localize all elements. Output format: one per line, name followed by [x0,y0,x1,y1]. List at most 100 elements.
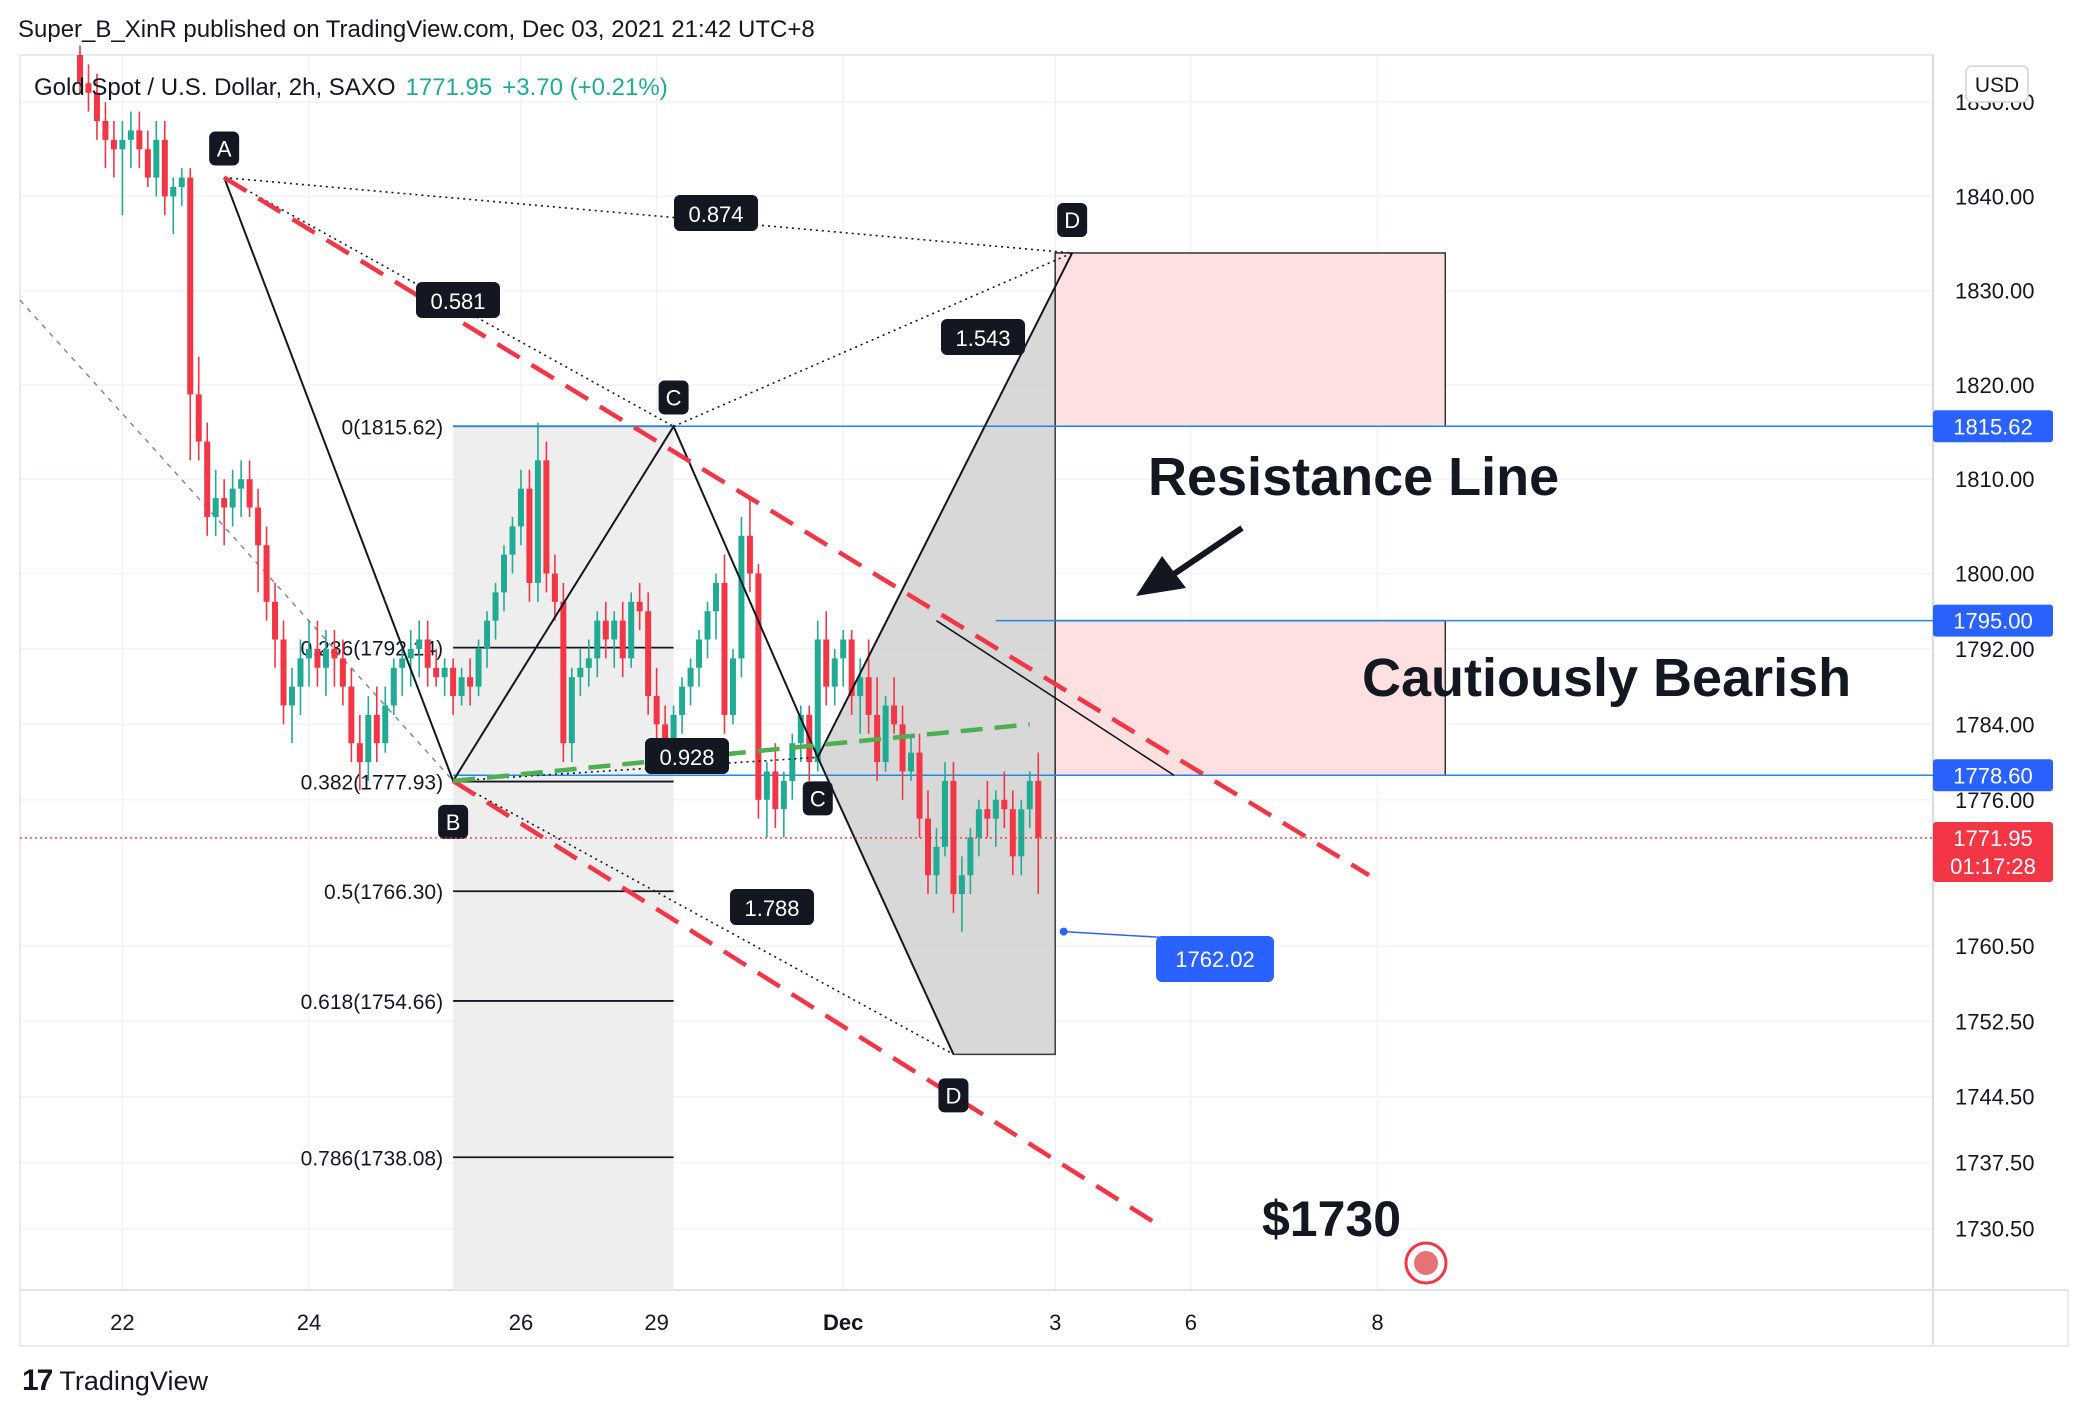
price-axis-label: 1810.00 [1955,467,2035,492]
ratio-label-text: 0.928 [659,745,714,770]
time-axis-frame [19,1289,2069,1347]
candle-body [484,620,491,649]
candle-body [246,479,253,508]
candle-body [925,818,931,876]
candle-body [755,573,762,800]
candle-body [645,611,652,697]
candle-body [916,752,923,819]
ratio-label-box [645,738,729,774]
low-tag-box [1156,936,1274,982]
candle-body [93,92,100,121]
fib-level-label: 0.382(1777.93) [301,772,443,795]
pattern-point-label: D [945,1083,961,1108]
candle-body [424,639,431,668]
candle-body [704,611,711,640]
ratio-label-box [674,195,758,231]
candle-body [950,780,957,895]
candle-body [373,714,380,744]
candle-body [458,677,465,697]
price-tag-text: 1815.62 [1953,414,2033,439]
candle-body [212,498,219,517]
price-axis-label: 1776.00 [1955,788,2035,813]
candle-body [492,592,499,621]
candle-body [272,601,279,640]
time-axis-label: 3 [1049,1310,1061,1335]
ratio-label-text: 1.543 [955,326,1010,351]
symbol-legend: Gold Spot / U.S. Dollar, 2h, SAXO 1771.95… [34,74,668,102]
price-tag-text: 1771.95 [1953,826,2033,851]
candle-body [229,488,236,508]
candle-body [899,724,906,772]
price-tag-box [1933,759,2053,792]
time-axis-label: 6 [1185,1310,1197,1335]
candle-body [746,535,753,574]
candle-body [365,714,372,763]
candle-body [891,705,898,725]
harmonic-leg-cd-down [816,756,955,1055]
ratio-label-box [730,889,814,925]
candle-body [840,639,847,659]
candle-body [280,639,287,706]
price-change: +3.70 (+0.21%) [502,74,668,101]
candle-body [110,139,117,150]
event-flag-icon-inner [1414,1251,1438,1275]
candle-body [611,620,618,640]
candle-body [119,139,126,150]
candle-body [560,601,567,744]
candle-body [297,658,304,687]
pattern-point-label: A [217,137,232,162]
candle-body [339,658,346,687]
candle-body [348,686,355,744]
candle-body [221,498,228,508]
candle-body [975,809,982,838]
fib-retracement-area [453,426,674,1290]
time-axis-label: Dec [823,1310,863,1335]
candle-body [602,620,609,640]
fib-level-label: 0.786(1738.08) [301,1147,443,1170]
candle-body [789,743,796,781]
resistance-annotation: Resistance Line [1148,447,1559,507]
candle-body [738,535,745,659]
price-axis-label: 1737.50 [1955,1151,2035,1176]
candle-body [314,648,321,668]
candle-body [653,696,660,725]
tradingview-brand[interactable]: 17 TradingView [22,1364,208,1398]
price-axis-label: 1800.00 [1955,562,2035,587]
pattern-point-label: C [810,786,826,811]
ratio-label-text: 1.788 [744,896,799,921]
candle-body [450,667,457,697]
candle-body [908,752,915,772]
candle-body [475,648,482,687]
candle-body [187,177,194,395]
candle-body [594,620,601,659]
candle-body [407,648,414,659]
ratio-label-text: 0.874 [688,202,743,227]
candle-body [195,394,202,442]
candle-body [85,83,92,93]
candle-body [823,639,830,687]
resistance-trend-line [222,175,1371,878]
price-axis-label: 1730.50 [1955,1217,2035,1242]
candle-body [543,460,550,574]
price-axis-label: 1760.50 [1955,934,2035,959]
time-axis-label: 22 [110,1310,134,1335]
candle-body [577,667,584,678]
candle-body [501,554,507,593]
candle-body [992,799,999,819]
pattern-point-box [938,1078,969,1113]
candle-body [1009,809,1016,857]
target-annotation: $1730 [1262,1191,1401,1247]
price-axis-label: 1752.50 [1955,1009,2035,1034]
pattern-point-box [438,804,469,839]
candle-body [238,479,245,489]
candle-body [144,149,151,178]
candle-body [356,743,363,763]
harmonic-leg-cd-up [816,252,1074,758]
fib-level-label: 0.618(1754.66) [301,991,443,1014]
last-price: 1771.95 [405,74,493,101]
symbol-name: Gold Spot / U.S. Dollar, 2h, SAXO [34,74,396,101]
candle-body [1035,780,1042,838]
currency-label: USD [1975,74,2019,97]
candle-body [263,545,270,602]
